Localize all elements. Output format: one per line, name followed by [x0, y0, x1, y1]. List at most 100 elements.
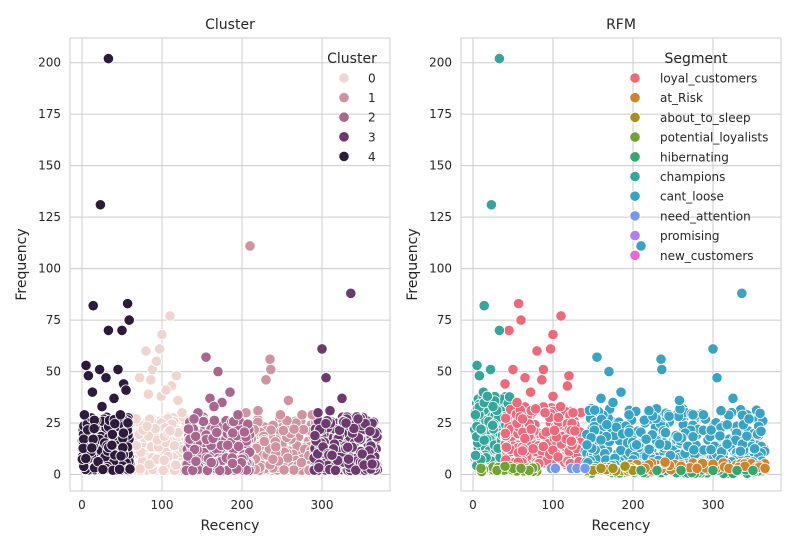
y-tick-label: 50: [46, 365, 61, 379]
data-point-cluster-0: [143, 458, 155, 471]
data-point-cluster-2: [190, 430, 202, 443]
data-point-champions: [493, 52, 505, 65]
data-point-cant-loose: [623, 409, 635, 421]
data-point-cluster-3: [336, 392, 348, 404]
legend-marker: [338, 111, 350, 123]
axes-frame: [69, 37, 391, 492]
legend: Cluster 0 1 2 3 4: [327, 51, 377, 164]
data-point-cluster-2: [208, 400, 220, 413]
legend-marker: [629, 92, 641, 104]
data-point-cant-loose: [643, 443, 655, 455]
data-point-cluster-4: [109, 418, 121, 430]
data-point-loyal-customers: [516, 445, 528, 457]
data-point-loyal-customers: [524, 386, 537, 398]
data-point-cant-loose: [635, 240, 647, 252]
legend-item: about_to_sleep: [629, 111, 751, 125]
data-point-champions: [478, 300, 490, 312]
legend-label: 1: [368, 91, 376, 105]
data-point-cluster-3: [326, 449, 338, 461]
data-point-cluster-2: [232, 409, 244, 421]
data-point-cant-loose: [705, 444, 717, 456]
data-point-cluster-0: [134, 372, 146, 384]
data-point-about-to-sleep: [619, 460, 631, 472]
data-point-cluster-2: [222, 439, 234, 451]
x-tick-label: 200: [231, 498, 254, 512]
data-point-cant-loose: [603, 365, 615, 378]
legend-label: loyal_customers: [660, 72, 757, 86]
legend-label: champions: [660, 170, 725, 184]
data-point-champions: [478, 434, 490, 446]
data-point-cluster-4: [94, 199, 107, 211]
legend-item: at_Risk: [629, 91, 703, 105]
data-point-cluster-2: [182, 423, 195, 435]
data-point-potential-loyalists: [475, 462, 487, 474]
data-point-loyal-customers: [547, 390, 559, 402]
legend-marker: [629, 230, 641, 242]
data-point-cluster-4: [80, 452, 92, 465]
data-point-cant-loose: [643, 405, 655, 417]
data-point-cluster-2: [182, 450, 194, 462]
data-point-cluster-4: [102, 324, 115, 336]
legend-marker: [629, 111, 641, 124]
data-point-cluster-2: [212, 365, 224, 378]
data-point-cluster-1: [296, 409, 308, 421]
data-point-cluster-4: [122, 417, 134, 429]
data-point-hibernating: [731, 464, 743, 477]
data-point-cant-loose: [705, 424, 717, 436]
legend-title: Segment: [665, 51, 729, 67]
points-layer: [469, 52, 771, 479]
legend-label: at_Risk: [660, 91, 703, 105]
legend-label: about_to_sleep: [660, 111, 751, 125]
data-point-cant-loose: [595, 434, 607, 446]
chart-panel-1: 0 100 200 300 0 25 50 75 100 125 150 175 200 Recency F…: [14, 17, 391, 534]
data-point-hibernating: [675, 464, 687, 477]
legend-item: 0: [338, 72, 376, 86]
legend-item: new_customers: [629, 249, 754, 263]
data-point-loyal-customers: [500, 441, 512, 453]
data-point-cluster-4: [106, 439, 118, 451]
data-point-cluster-4: [112, 363, 124, 376]
x-tick-label: 300: [702, 498, 725, 512]
data-point-cluster-4: [80, 359, 92, 371]
data-point-cluster-2: [205, 456, 217, 469]
data-point-cant-loose: [615, 386, 627, 398]
legend: Segment loyal_customers at_Risk about_to_sl…: [629, 51, 768, 263]
legend-marker: [629, 170, 641, 183]
legend-marker: [338, 72, 350, 84]
data-point-loyal-customers: [519, 372, 531, 384]
data-point-loyal-customers: [516, 413, 529, 425]
legend-item: 3: [338, 130, 376, 144]
data-point-loyal-customers: [531, 345, 543, 357]
data-point-cluster-3: [342, 441, 354, 453]
data-point-cant-loose: [721, 419, 733, 431]
data-point-potential-loyalists: [515, 462, 527, 474]
data-point-loyal-customers: [561, 380, 574, 392]
data-point-cant-loose: [721, 438, 733, 450]
data-point-at-risk: [659, 456, 671, 468]
data-point-cant-loose: [727, 392, 739, 404]
data-point-cluster-1: [274, 409, 286, 421]
legend-item: 2: [338, 111, 376, 125]
data-point-cluster-4: [123, 314, 135, 326]
data-point-cant-loose: [741, 430, 753, 442]
data-point-cant-loose: [707, 343, 719, 355]
data-point-cant-loose: [595, 392, 607, 404]
data-point-cluster-1: [277, 424, 289, 437]
data-point-cluster-2: [224, 386, 236, 398]
legend-label: hibernating: [660, 150, 729, 164]
y-tick-label: 50: [437, 365, 452, 379]
data-point-cant-loose: [697, 409, 710, 421]
data-point-cluster-0: [158, 454, 170, 466]
data-point-cluster-0: [170, 459, 182, 471]
y-axis-label: Frequency: [14, 228, 30, 300]
data-point-cluster-4: [115, 450, 127, 462]
data-point-cluster-2: [188, 443, 201, 456]
y-tick-label: 175: [38, 107, 61, 121]
data-point-cluster-3: [348, 422, 360, 435]
y-tick-label: 200: [429, 56, 452, 70]
data-point-cant-loose: [711, 372, 723, 384]
legend-label: need_attention: [660, 209, 751, 223]
legend-marker: [629, 72, 641, 84]
data-point-loyal-customers: [537, 363, 550, 376]
